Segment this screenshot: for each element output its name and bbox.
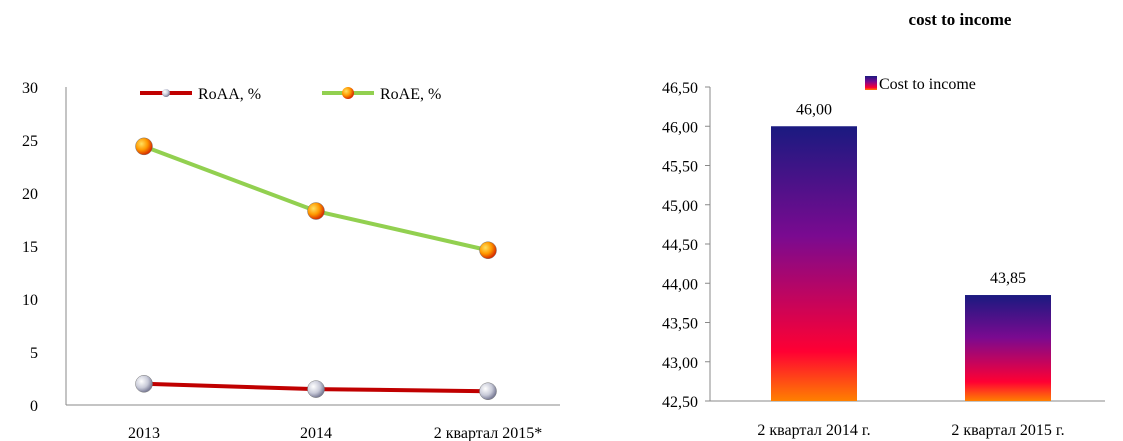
y-tick-label: 15	[22, 239, 38, 256]
y-tick-label: 30	[22, 80, 38, 97]
x-tick-label: 2 квартал 2015*	[434, 425, 542, 441]
y-tick-label: 44,00	[662, 276, 698, 293]
data-point	[307, 202, 325, 220]
legend-marker	[162, 89, 170, 97]
data-point	[307, 380, 325, 398]
legend-marker	[342, 87, 354, 99]
y-tick-label: 46,00	[662, 119, 698, 136]
x-tick-label: 2014	[300, 425, 332, 441]
y-tick-label: 43,50	[662, 316, 698, 333]
bar-chart: 42,50 43,00 43,50 44,00 44,50 45,00 45,50 46,00…	[662, 76, 1105, 439]
bar-data-label: 43,85	[990, 270, 1026, 287]
y-tick-label: 43,00	[662, 355, 698, 372]
x-tick-label: 2 квартал 2014 г.	[757, 422, 870, 439]
x-tick-label: 2 квартал 2015 г.	[951, 422, 1064, 439]
y-tick-label: 44,50	[662, 237, 698, 254]
y-tick-label: 0	[30, 398, 38, 415]
data-point	[135, 375, 153, 393]
bar	[965, 295, 1051, 401]
bar	[771, 126, 857, 401]
bar-chart-title: cost to income	[908, 10, 1012, 29]
legend-label: RoAA, %	[198, 86, 261, 103]
y-tick-label: 20	[22, 186, 38, 203]
y-tick-label: 10	[22, 292, 38, 309]
y-tick-label: 5	[30, 345, 38, 362]
line-chart: 0 5 10 15 20 25 30 2013 2014 2 квартал 2015* RoAA,…	[22, 80, 560, 441]
legend-label: RoAE, %	[380, 86, 441, 103]
y-tick-label: 45,50	[662, 159, 698, 176]
y-tick-label: 25	[22, 133, 38, 150]
data-point	[479, 241, 497, 259]
data-point	[135, 137, 153, 156]
data-point	[479, 382, 497, 400]
legend-swatch	[865, 76, 877, 90]
y-tick-label: 42,50	[662, 394, 698, 411]
series-line	[143, 144, 489, 253]
bar-data-label: 46,00	[796, 101, 832, 118]
legend-label: Cost to income	[879, 76, 976, 93]
y-tick-label: 46,50	[662, 80, 698, 97]
x-tick-label: 2013	[128, 425, 160, 441]
y-tick-label: 45,00	[662, 198, 698, 215]
